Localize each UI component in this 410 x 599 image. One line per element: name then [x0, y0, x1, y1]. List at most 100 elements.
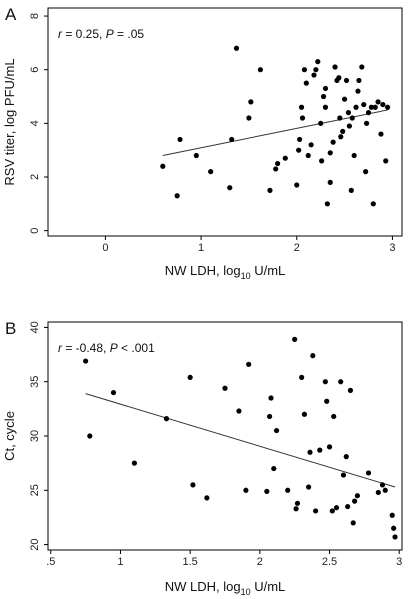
data-point — [359, 64, 365, 70]
data-point — [347, 387, 354, 393]
data-point — [363, 169, 369, 175]
data-point — [331, 413, 337, 420]
x-tick-label: 2 — [294, 242, 300, 254]
data-point — [303, 80, 309, 86]
data-point — [380, 101, 386, 108]
x-axis-title-prefix: NW LDH, log — [165, 579, 241, 594]
data-point — [294, 182, 300, 188]
data-point — [177, 136, 183, 143]
data-point — [311, 72, 317, 78]
data-point — [353, 104, 359, 110]
data-point — [301, 411, 308, 417]
p-value: < .001 — [118, 341, 155, 355]
data-point — [299, 374, 305, 380]
y-tick-label: 8 — [29, 13, 41, 19]
r-value: = 0.25, — [62, 27, 106, 41]
data-point — [338, 379, 344, 385]
data-point — [322, 85, 329, 92]
data-point — [322, 379, 328, 385]
x-tick-label: 2.5 — [322, 556, 337, 568]
data-point — [348, 187, 354, 193]
data-point — [312, 508, 319, 514]
data-point — [343, 77, 350, 84]
data-point — [266, 413, 273, 420]
data-point — [370, 201, 376, 207]
y-tick-label: 35 — [29, 376, 41, 388]
data-point — [208, 169, 214, 175]
data-point — [355, 88, 361, 94]
x-tick-label: 1 — [198, 242, 204, 254]
data-point — [298, 104, 305, 110]
data-point — [343, 454, 349, 460]
data-point — [326, 444, 333, 450]
data-point — [306, 484, 312, 490]
plot-frame — [47, 7, 403, 237]
p-symbol: P — [110, 341, 118, 355]
data-point — [336, 75, 342, 81]
correlation-annotation: r = -0.48, P < .001 — [58, 341, 155, 355]
data-point — [317, 447, 323, 453]
data-point — [110, 389, 117, 396]
data-point — [273, 166, 279, 172]
data-point — [243, 487, 249, 493]
data-point — [83, 358, 89, 364]
x-axis-title-subscript: 10 — [241, 271, 251, 281]
data-point — [163, 416, 170, 422]
r-symbol: r — [58, 27, 63, 41]
y-tick-label: 6 — [29, 67, 41, 73]
regression-line — [85, 393, 396, 488]
x-tick-label: 1.5 — [183, 556, 198, 568]
data-point — [313, 67, 319, 73]
data-point — [174, 193, 180, 199]
y-axis-title: Ct, cycle — [2, 411, 17, 461]
data-point — [131, 460, 138, 466]
correlation-annotation: r = 0.25, P = .05 — [58, 27, 144, 41]
data-point — [187, 374, 193, 380]
data-point — [87, 433, 93, 439]
data-point — [378, 131, 384, 137]
data-point — [340, 128, 346, 134]
x-tick-label: .5 — [46, 556, 55, 568]
y-tick-label: 2 — [29, 174, 41, 180]
data-point — [190, 482, 196, 488]
y-tick-label: 40 — [29, 321, 41, 333]
data-point — [379, 482, 386, 488]
data-point — [160, 163, 166, 169]
data-point — [310, 353, 316, 359]
data-point — [368, 104, 374, 110]
data-point — [341, 96, 348, 102]
data-point — [264, 488, 270, 494]
data-point — [222, 385, 228, 391]
data-point — [246, 361, 252, 367]
data-point — [382, 487, 388, 493]
data-point — [319, 158, 325, 164]
x-tick-label: 0 — [102, 242, 108, 254]
data-point — [273, 427, 280, 434]
data-point — [372, 104, 378, 110]
data-point — [296, 147, 302, 153]
data-point — [324, 398, 330, 404]
data-point — [315, 59, 321, 65]
data-point — [389, 512, 395, 518]
r-symbol: r — [58, 341, 63, 355]
data-point — [267, 187, 273, 193]
y-axis-title: RSV titer, log PFU/mL — [2, 58, 17, 185]
x-axis-title-subscript: 10 — [241, 587, 251, 597]
data-point — [350, 520, 356, 526]
p-value: = .05 — [114, 27, 145, 41]
p-symbol: P — [106, 27, 114, 41]
x-axis-title-suffix: U/mL — [251, 263, 286, 278]
x-tick-label: 2 — [257, 556, 263, 568]
panel-letter: B — [5, 319, 16, 338]
data-point — [293, 506, 299, 512]
data-point — [271, 465, 277, 472]
data-point — [364, 120, 370, 126]
data-point — [299, 115, 306, 121]
y-tick-label: 4 — [29, 120, 41, 126]
y-tick-label: 20 — [29, 538, 41, 550]
x-axis-title: NW LDH, log10 U/mL — [165, 579, 286, 597]
data-point — [285, 487, 291, 493]
data-point — [392, 534, 398, 540]
x-tick-label: 1 — [117, 556, 123, 568]
data-point — [333, 505, 340, 511]
